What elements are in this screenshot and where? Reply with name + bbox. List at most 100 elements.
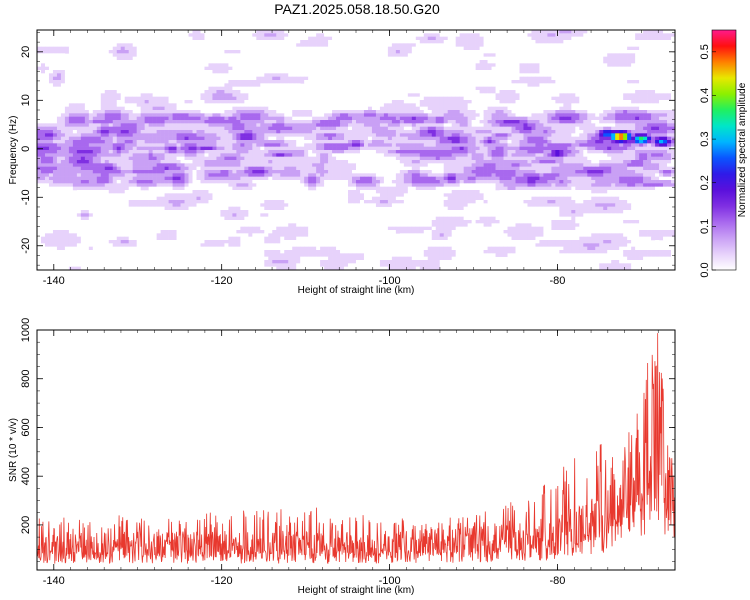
heatmap-cell — [104, 96, 110, 101]
heatmap-cell — [387, 120, 393, 124]
heatmap-cell — [176, 156, 181, 161]
heatmap-cell — [659, 30, 664, 34]
heatmap-cell — [124, 106, 130, 111]
heatmap-cell — [579, 113, 584, 117]
heatmap-cell — [583, 123, 588, 127]
heatmap-cell — [164, 130, 169, 134]
heatmap-cell — [240, 80, 245, 84]
heatmap-cell — [483, 93, 488, 97]
heatmap-cell — [599, 160, 604, 164]
heatmap-cell — [651, 93, 656, 97]
heatmap-cell — [252, 126, 257, 131]
heatmap-cell — [164, 153, 169, 157]
heatmap-cell — [200, 66, 205, 71]
heatmap-cell — [252, 116, 257, 121]
heatmap-cell — [348, 166, 353, 171]
heatmap-cell — [651, 156, 656, 161]
heatmap-cell — [419, 160, 425, 164]
heatmap-cell — [495, 36, 500, 41]
heatmap-cell — [379, 113, 385, 117]
heatmap-cell — [559, 133, 564, 137]
heatmap-cell — [196, 146, 201, 151]
heatmap-cell — [352, 160, 357, 164]
heatmap-cell — [88, 140, 94, 144]
heatmap-cell — [487, 36, 492, 41]
heatmap-cell — [671, 150, 675, 154]
heatmap-cell — [216, 100, 221, 104]
heatmap-cell — [579, 146, 584, 151]
heatmap-cell — [76, 93, 82, 97]
heatmap-cell — [68, 146, 74, 151]
heatmap-cell — [599, 130, 604, 134]
heatmap-cell — [324, 133, 329, 137]
heatmap-cell — [40, 136, 46, 141]
heatmap-cell — [40, 120, 46, 124]
heatmap-cell — [447, 123, 452, 127]
heatmap-cell — [371, 130, 377, 134]
heatmap-cell — [108, 153, 114, 157]
heatmap-cell — [268, 110, 273, 114]
heatmap-cell — [403, 116, 409, 121]
heatmap-cell — [44, 116, 50, 121]
heatmap-cell — [312, 126, 317, 131]
heatmap-cell — [148, 120, 153, 124]
heatmap-cell — [204, 103, 209, 107]
heatmap-cell — [220, 136, 225, 141]
heatmap-cell — [423, 116, 429, 121]
heatmap-cell — [120, 116, 126, 121]
heatmap-cell — [244, 106, 249, 111]
heatmap-cell — [615, 36, 620, 41]
heatmap-cell — [607, 120, 612, 124]
heatmap-cell — [435, 160, 441, 164]
heatmap-cell — [619, 140, 624, 144]
heatmap-cell — [204, 100, 209, 104]
heatmap-cell — [391, 40, 397, 44]
heatmap-cell — [300, 153, 305, 157]
heatmap-cell — [48, 166, 54, 171]
heatmap-cell — [72, 90, 78, 94]
heatmap-cell — [375, 130, 381, 134]
heatmap-cell — [439, 36, 445, 41]
heatmap-cell — [475, 123, 480, 127]
heatmap-cell — [148, 113, 153, 117]
heatmap-cell — [455, 40, 460, 44]
heatmap-cell — [603, 76, 608, 81]
heatmap-cell — [475, 110, 480, 114]
heatmap-cell — [192, 123, 197, 127]
heatmap-cell — [284, 163, 289, 167]
heatmap-cell — [244, 130, 249, 134]
heatmap-cell — [543, 43, 548, 47]
heatmap-cell — [515, 130, 520, 134]
heatmap-cell — [168, 130, 173, 134]
heatmap-cell — [348, 150, 353, 154]
heatmap-cell — [256, 33, 261, 37]
heatmap-cell — [451, 46, 456, 51]
heatmap-cell — [200, 86, 205, 91]
heatmap-cell — [511, 160, 516, 164]
heatmap-cell — [304, 43, 309, 47]
heatmap-cell — [252, 146, 257, 151]
heatmap-cell — [312, 153, 317, 157]
heatmap-cell — [467, 136, 472, 141]
heatmap-cell — [172, 100, 177, 104]
heatmap-cell — [220, 100, 225, 104]
heatmap-cell — [208, 133, 213, 137]
heatmap-cell — [499, 113, 504, 117]
heatmap-cell — [443, 146, 449, 151]
heatmap-cell — [132, 56, 137, 61]
heatmap-cell — [627, 40, 632, 44]
heatmap-cell — [483, 130, 488, 134]
heatmap-cell — [391, 140, 397, 144]
heatmap-cell — [631, 36, 636, 41]
heatmap-cell — [383, 156, 389, 161]
heatmap-cell — [216, 160, 221, 164]
heatmap-cell — [300, 90, 305, 94]
heatmap-cell — [152, 150, 157, 154]
heatmap-cell — [511, 36, 516, 41]
heatmap-cell — [228, 46, 233, 51]
heatmap-cell — [56, 146, 62, 151]
heatmap-cell — [659, 163, 664, 167]
heatmap-cell — [316, 166, 321, 171]
heatmap-cell — [192, 160, 197, 164]
heatmap-cell — [56, 130, 62, 134]
